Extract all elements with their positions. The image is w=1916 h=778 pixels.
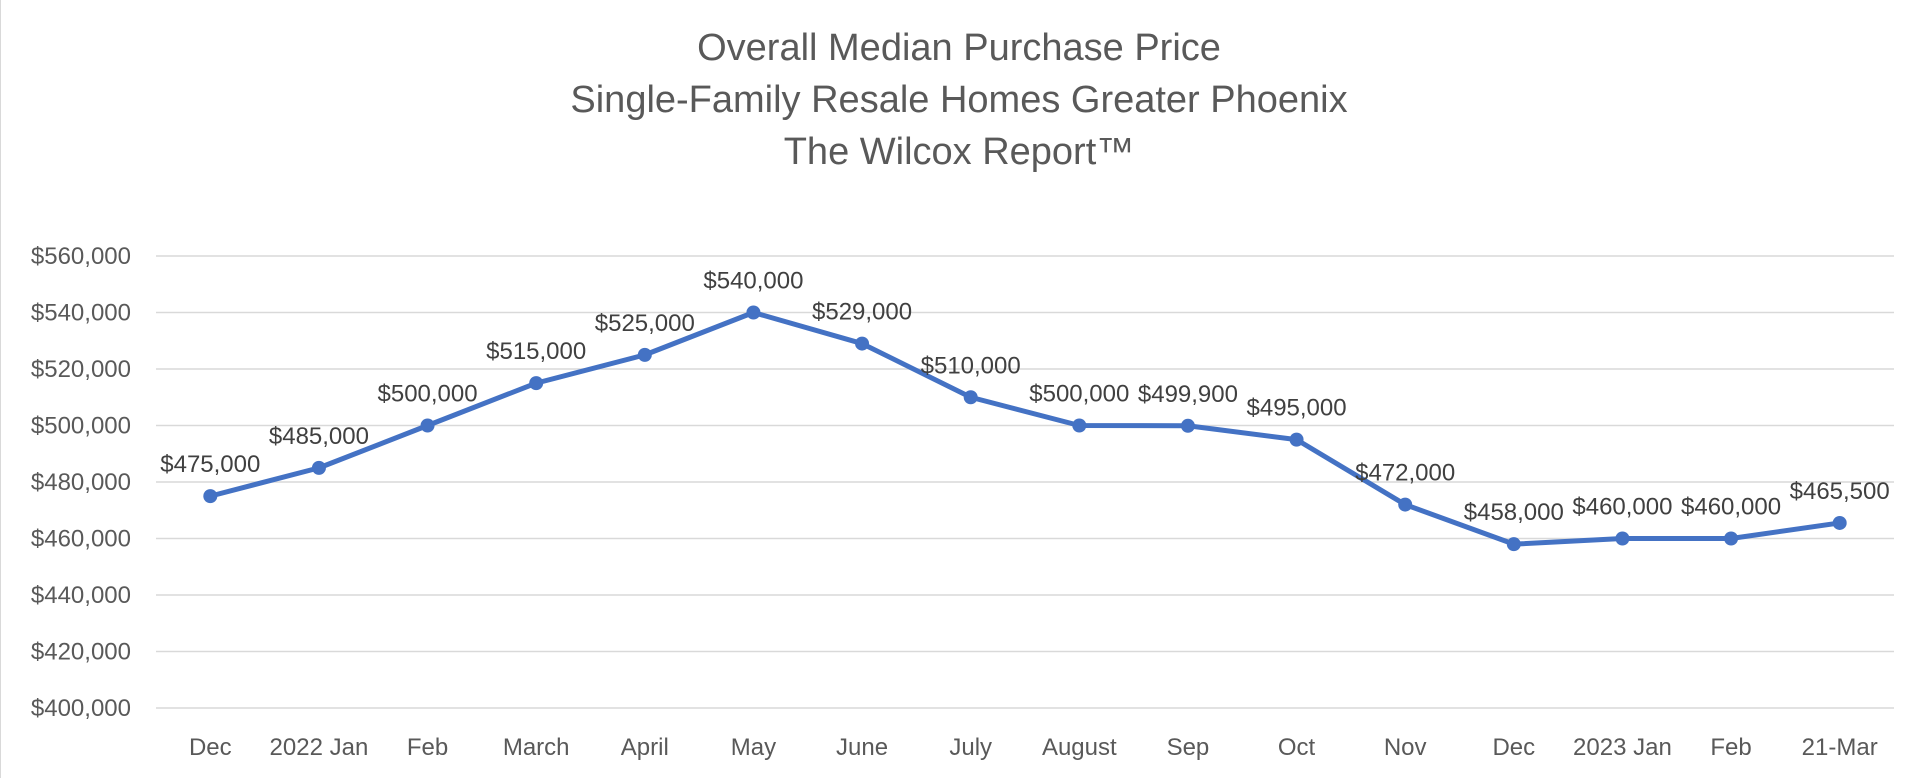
data-label: $529,000 bbox=[812, 299, 912, 326]
chart-subtitle: Single-Family Resale Homes Greater Phoen… bbox=[570, 79, 1348, 121]
y-tick-label: $540,000 bbox=[31, 300, 131, 327]
y-tick-label: $560,000 bbox=[31, 243, 131, 270]
data-label: $500,000 bbox=[378, 381, 478, 408]
x-tick-label: 2023 Jan bbox=[1573, 734, 1672, 761]
data-label: $515,000 bbox=[486, 338, 586, 365]
x-tick-label: Feb bbox=[407, 734, 448, 761]
data-label: $475,000 bbox=[160, 451, 260, 478]
data-point bbox=[1506, 537, 1521, 552]
y-tick-label: $520,000 bbox=[31, 356, 131, 383]
x-tick-label: June bbox=[836, 734, 888, 761]
data-point bbox=[529, 376, 544, 391]
x-tick-label: July bbox=[949, 734, 992, 761]
chart-title-block: Overall Median Purchase Price Single-Fam… bbox=[1, 22, 1916, 178]
series-line bbox=[207, 310, 1843, 547]
x-tick-label: 21-Mar bbox=[1802, 734, 1878, 761]
x-tick-label: April bbox=[621, 734, 669, 761]
data-point bbox=[1724, 531, 1739, 546]
data-label: $458,000 bbox=[1464, 499, 1564, 526]
data-label: $460,000 bbox=[1572, 494, 1672, 521]
x-tick-label: August bbox=[1042, 734, 1117, 761]
data-point bbox=[1180, 418, 1195, 433]
y-tick-label: $420,000 bbox=[31, 639, 131, 666]
data-point bbox=[311, 460, 326, 475]
y-tick-label: $500,000 bbox=[31, 413, 131, 440]
data-label: $465,500 bbox=[1790, 478, 1890, 505]
y-tick-label: $460,000 bbox=[31, 526, 131, 553]
data-label: $495,000 bbox=[1247, 395, 1347, 422]
data-label: $500,000 bbox=[1029, 381, 1129, 408]
data-point bbox=[746, 305, 761, 320]
data-point bbox=[855, 336, 870, 351]
data-point bbox=[420, 418, 435, 433]
data-label: $525,000 bbox=[595, 310, 695, 337]
x-tick-label: Oct bbox=[1278, 734, 1316, 761]
data-point bbox=[1832, 515, 1847, 530]
chart-source: The Wilcox Report™ bbox=[783, 131, 1135, 173]
x-tick-label: Dec bbox=[189, 734, 232, 761]
x-tick-label: May bbox=[731, 734, 776, 761]
x-tick-label: Dec bbox=[1492, 734, 1535, 761]
data-point bbox=[1615, 531, 1630, 546]
data-label: $460,000 bbox=[1681, 494, 1781, 521]
data-point bbox=[963, 390, 978, 405]
data-point bbox=[637, 347, 652, 362]
data-point bbox=[1398, 497, 1413, 512]
data-point bbox=[203, 489, 218, 504]
x-tick-label: March bbox=[503, 734, 570, 761]
data-label: $499,900 bbox=[1138, 381, 1238, 408]
x-tick-label: Feb bbox=[1710, 734, 1751, 761]
data-label: $540,000 bbox=[703, 268, 803, 295]
x-tick-label: Sep bbox=[1167, 734, 1210, 761]
data-label: $485,000 bbox=[269, 423, 369, 450]
x-tick-label: 2022 Jan bbox=[270, 734, 369, 761]
y-tick-label: $440,000 bbox=[31, 582, 131, 609]
data-point bbox=[1072, 418, 1087, 433]
y-tick-label: $400,000 bbox=[31, 695, 131, 722]
data-label: $510,000 bbox=[921, 352, 1021, 379]
x-tick-label: Nov bbox=[1384, 734, 1427, 761]
chart-title: Overall Median Purchase Price bbox=[697, 27, 1221, 69]
data-point bbox=[1289, 432, 1304, 447]
data-label: $472,000 bbox=[1355, 460, 1455, 487]
y-tick-label: $480,000 bbox=[31, 469, 131, 496]
